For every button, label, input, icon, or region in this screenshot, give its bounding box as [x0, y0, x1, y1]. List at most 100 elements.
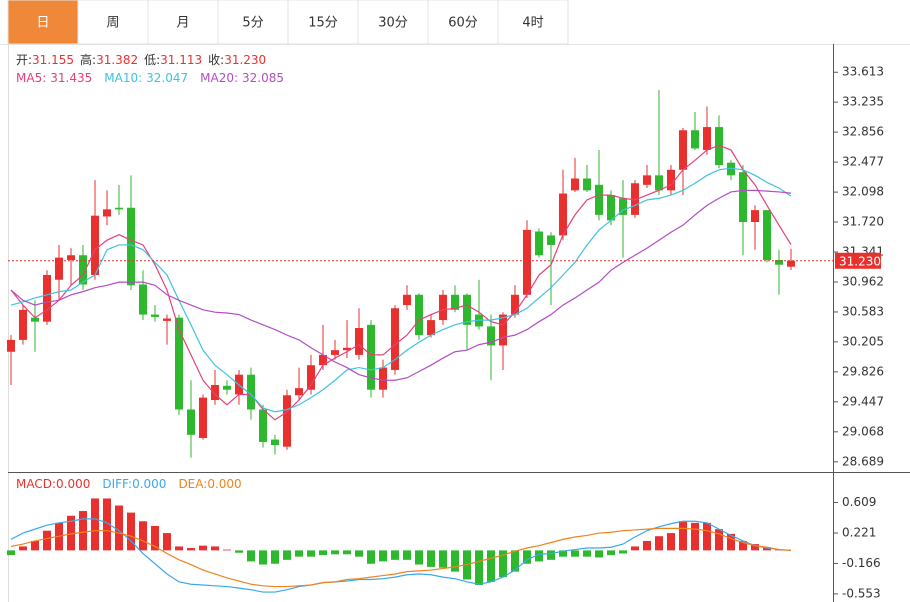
- candle-body: [439, 294, 447, 321]
- tab-label[interactable]: 日: [36, 16, 49, 31]
- tab[interactable]: [7, 0, 79, 45]
- tab-label[interactable]: 30分: [378, 16, 408, 31]
- candle-body: [247, 374, 255, 410]
- tab-label[interactable]: 月: [176, 16, 189, 31]
- y-tick-label: 33.613: [842, 65, 884, 79]
- readout-label: 开:: [16, 53, 32, 67]
- legend-name: MA20:: [200, 71, 238, 85]
- candle-body: [559, 193, 567, 236]
- line-series: [10, 167, 792, 413]
- tab[interactable]: [287, 0, 359, 45]
- candle-body: [679, 130, 687, 170]
- macd-bar: [355, 550, 363, 557]
- candle-body: [331, 350, 339, 355]
- candle-body: [703, 127, 711, 151]
- candle-body: [67, 255, 75, 260]
- candle-body: [523, 229, 531, 295]
- candle-body: [727, 162, 735, 176]
- candle-body: [655, 175, 663, 191]
- readout-label: 高:: [80, 52, 96, 67]
- readout-value: 31.155: [32, 53, 74, 67]
- readout-value: 31.113: [160, 53, 202, 67]
- macd-bar: [103, 498, 111, 551]
- macd-bar: [643, 540, 651, 551]
- y-tick-label: 30.583: [842, 304, 884, 318]
- candle-body: [451, 294, 459, 310]
- macd-bar: [199, 545, 207, 551]
- macd-bar: [31, 540, 39, 551]
- readout-value: 31.382: [96, 53, 138, 67]
- candle-body: [595, 184, 603, 215]
- macd-bar: [571, 550, 579, 557]
- candle-body: [667, 169, 675, 191]
- candle-body: [415, 294, 423, 336]
- macd-bar: [487, 550, 495, 582]
- candle-body: [715, 127, 723, 166]
- tab-label[interactable]: 5分: [242, 16, 263, 31]
- candle-body: [187, 409, 195, 435]
- macd-bar: [439, 550, 447, 568]
- readout-label: 收:: [208, 53, 224, 67]
- readout-label: 低:: [144, 53, 160, 67]
- legend-name: MA10:: [104, 71, 142, 85]
- y-tick-label: 0.221: [842, 525, 876, 539]
- tab-label[interactable]: 15分: [308, 16, 338, 31]
- candle-body: [31, 317, 39, 322]
- tab-label[interactable]: 4时: [522, 16, 543, 31]
- line-series: [10, 144, 792, 421]
- y-tick-label: -0.166: [842, 556, 881, 570]
- candle-body: [367, 324, 375, 390]
- macd-bar: [547, 550, 555, 560]
- macd-bar: [391, 550, 399, 560]
- line-series: [10, 189, 792, 381]
- candle-body: [259, 409, 267, 442]
- y-tick-label: -0.553: [842, 586, 881, 600]
- macd-bar: [79, 511, 87, 551]
- legend-value: 31.435: [50, 71, 92, 85]
- tab[interactable]: [497, 0, 569, 45]
- macd-bar: [343, 550, 351, 555]
- candle-body: [223, 385, 231, 390]
- macd-bar: [295, 550, 303, 557]
- candle-body: [535, 231, 543, 256]
- candle-body: [583, 178, 591, 191]
- candle-body: [79, 255, 87, 285]
- macd-bar: [655, 536, 663, 551]
- y-tick-label: 30.962: [842, 274, 884, 288]
- candle-body: [487, 326, 495, 346]
- y-tick-label: 32.098: [842, 185, 884, 199]
- candle-body: [751, 210, 759, 223]
- candle-body: [151, 314, 159, 317]
- macd-bar: [583, 550, 591, 557]
- candle-body: [115, 207, 123, 210]
- tab-label[interactable]: 60分: [448, 16, 478, 31]
- candle-body: [283, 395, 291, 447]
- legend-value: 0.000: [56, 477, 90, 491]
- macd-bar: [211, 546, 219, 551]
- line-series: [10, 527, 792, 588]
- macd-bar: [451, 550, 459, 572]
- candle-body: [211, 384, 219, 401]
- legend-name: MACD:: [16, 477, 56, 491]
- macd-bar: [535, 550, 543, 562]
- candle-body: [571, 178, 579, 191]
- tab[interactable]: [427, 0, 499, 45]
- candle-body: [787, 260, 795, 267]
- macd-bar: [175, 546, 183, 551]
- readout-value: 31.230: [224, 53, 266, 67]
- candle-body: [55, 257, 63, 280]
- candle-body: [343, 347, 351, 351]
- tab[interactable]: [147, 0, 219, 45]
- macd-bar: [619, 550, 627, 554]
- macd-bar: [511, 550, 519, 572]
- candle-body: [499, 314, 507, 346]
- y-tick-label: 29.068: [842, 424, 884, 438]
- tab-label[interactable]: 周: [106, 16, 119, 31]
- macd-bar: [235, 550, 243, 553]
- y-tick-label: 28.689: [842, 454, 884, 468]
- tab[interactable]: [217, 0, 289, 45]
- macd-bar: [19, 546, 27, 551]
- candle-body: [631, 183, 639, 215]
- tab[interactable]: [77, 0, 149, 45]
- candle-body: [307, 365, 315, 390]
